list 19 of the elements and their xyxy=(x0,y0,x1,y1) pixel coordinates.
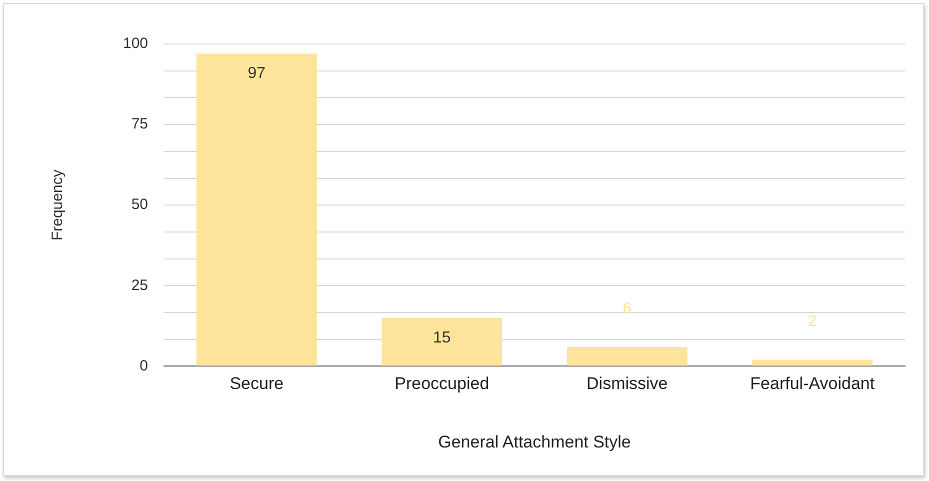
x-tick-label: Dismissive xyxy=(586,374,668,394)
x-axis-title: General Attachment Style xyxy=(438,432,631,452)
bar xyxy=(752,360,873,366)
x-tick-label: Secure xyxy=(230,374,284,394)
x-tick-label: Fearful-Avoidant xyxy=(750,374,875,394)
bar xyxy=(382,318,502,366)
y-axis-title: Frequency xyxy=(49,169,66,241)
y-tick-label: 100 xyxy=(122,35,148,52)
data-label: 15 xyxy=(432,329,451,346)
y-tick-label: 25 xyxy=(131,276,148,294)
y-tick-label: 50 xyxy=(131,196,148,214)
bar xyxy=(566,346,688,366)
y-tick-label: 75 xyxy=(131,116,148,133)
data-label: 2 xyxy=(808,313,817,330)
data-label: 97 xyxy=(248,65,266,82)
data-label: 6 xyxy=(622,300,632,318)
x-tick-label: Preoccupied xyxy=(394,374,490,394)
bar xyxy=(196,54,317,366)
y-tick-label: 0 xyxy=(140,357,148,374)
